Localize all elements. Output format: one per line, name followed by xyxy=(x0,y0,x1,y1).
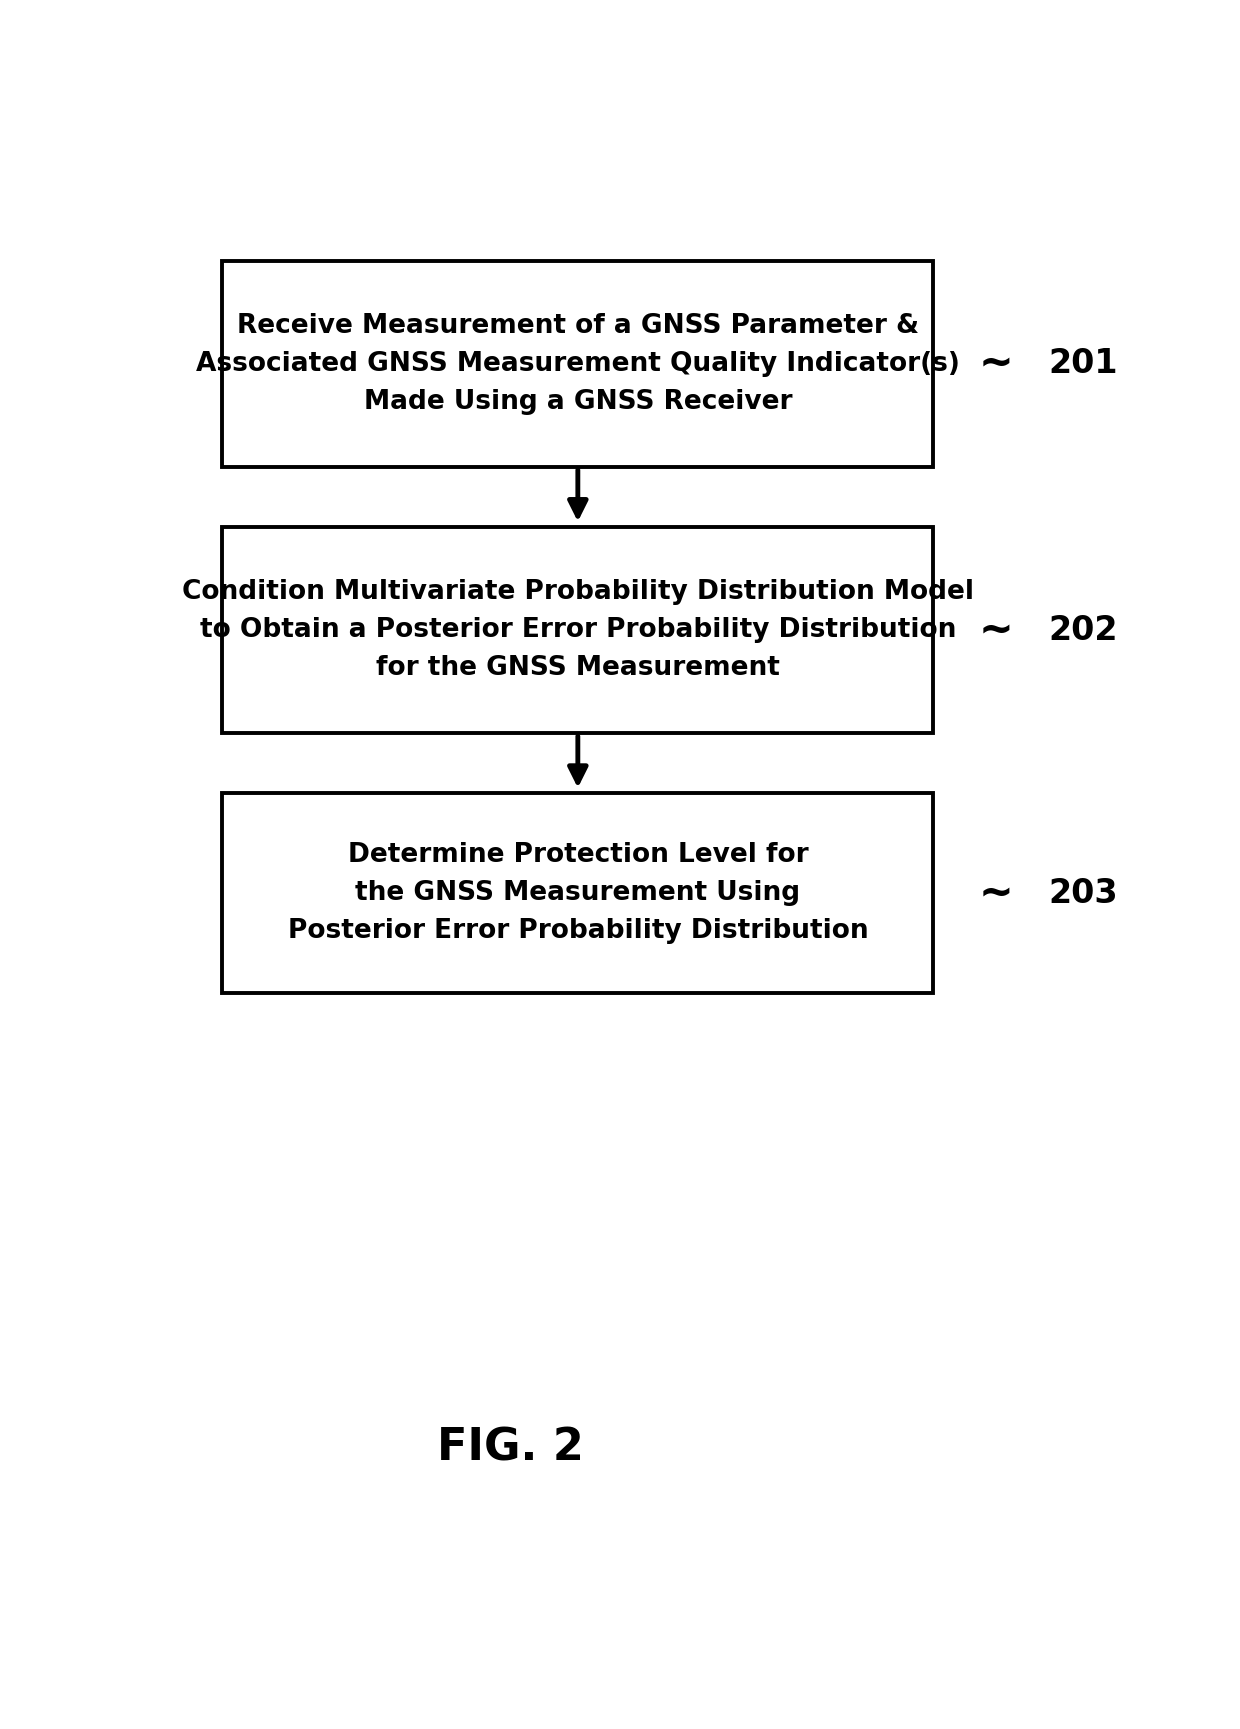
FancyBboxPatch shape xyxy=(222,527,934,733)
Text: ~: ~ xyxy=(978,871,1013,915)
Text: Receive Measurement of a GNSS Parameter &
Associated GNSS Measurement Quality In: Receive Measurement of a GNSS Parameter … xyxy=(196,313,960,415)
Text: FIG. 2: FIG. 2 xyxy=(438,1426,584,1470)
Text: Determine Protection Level for
the GNSS Measurement Using
Posterior Error Probab: Determine Protection Level for the GNSS … xyxy=(288,842,868,944)
Text: Condition Multivariate Probability Distribution Model
to Obtain a Posterior Erro: Condition Multivariate Probability Distr… xyxy=(182,579,973,681)
Text: ~: ~ xyxy=(978,609,1013,652)
Text: ~: ~ xyxy=(978,342,1013,386)
Text: 201: 201 xyxy=(1049,348,1118,380)
FancyBboxPatch shape xyxy=(222,794,934,992)
Text: 203: 203 xyxy=(1049,877,1118,909)
Text: 202: 202 xyxy=(1049,614,1118,647)
FancyBboxPatch shape xyxy=(222,261,934,467)
